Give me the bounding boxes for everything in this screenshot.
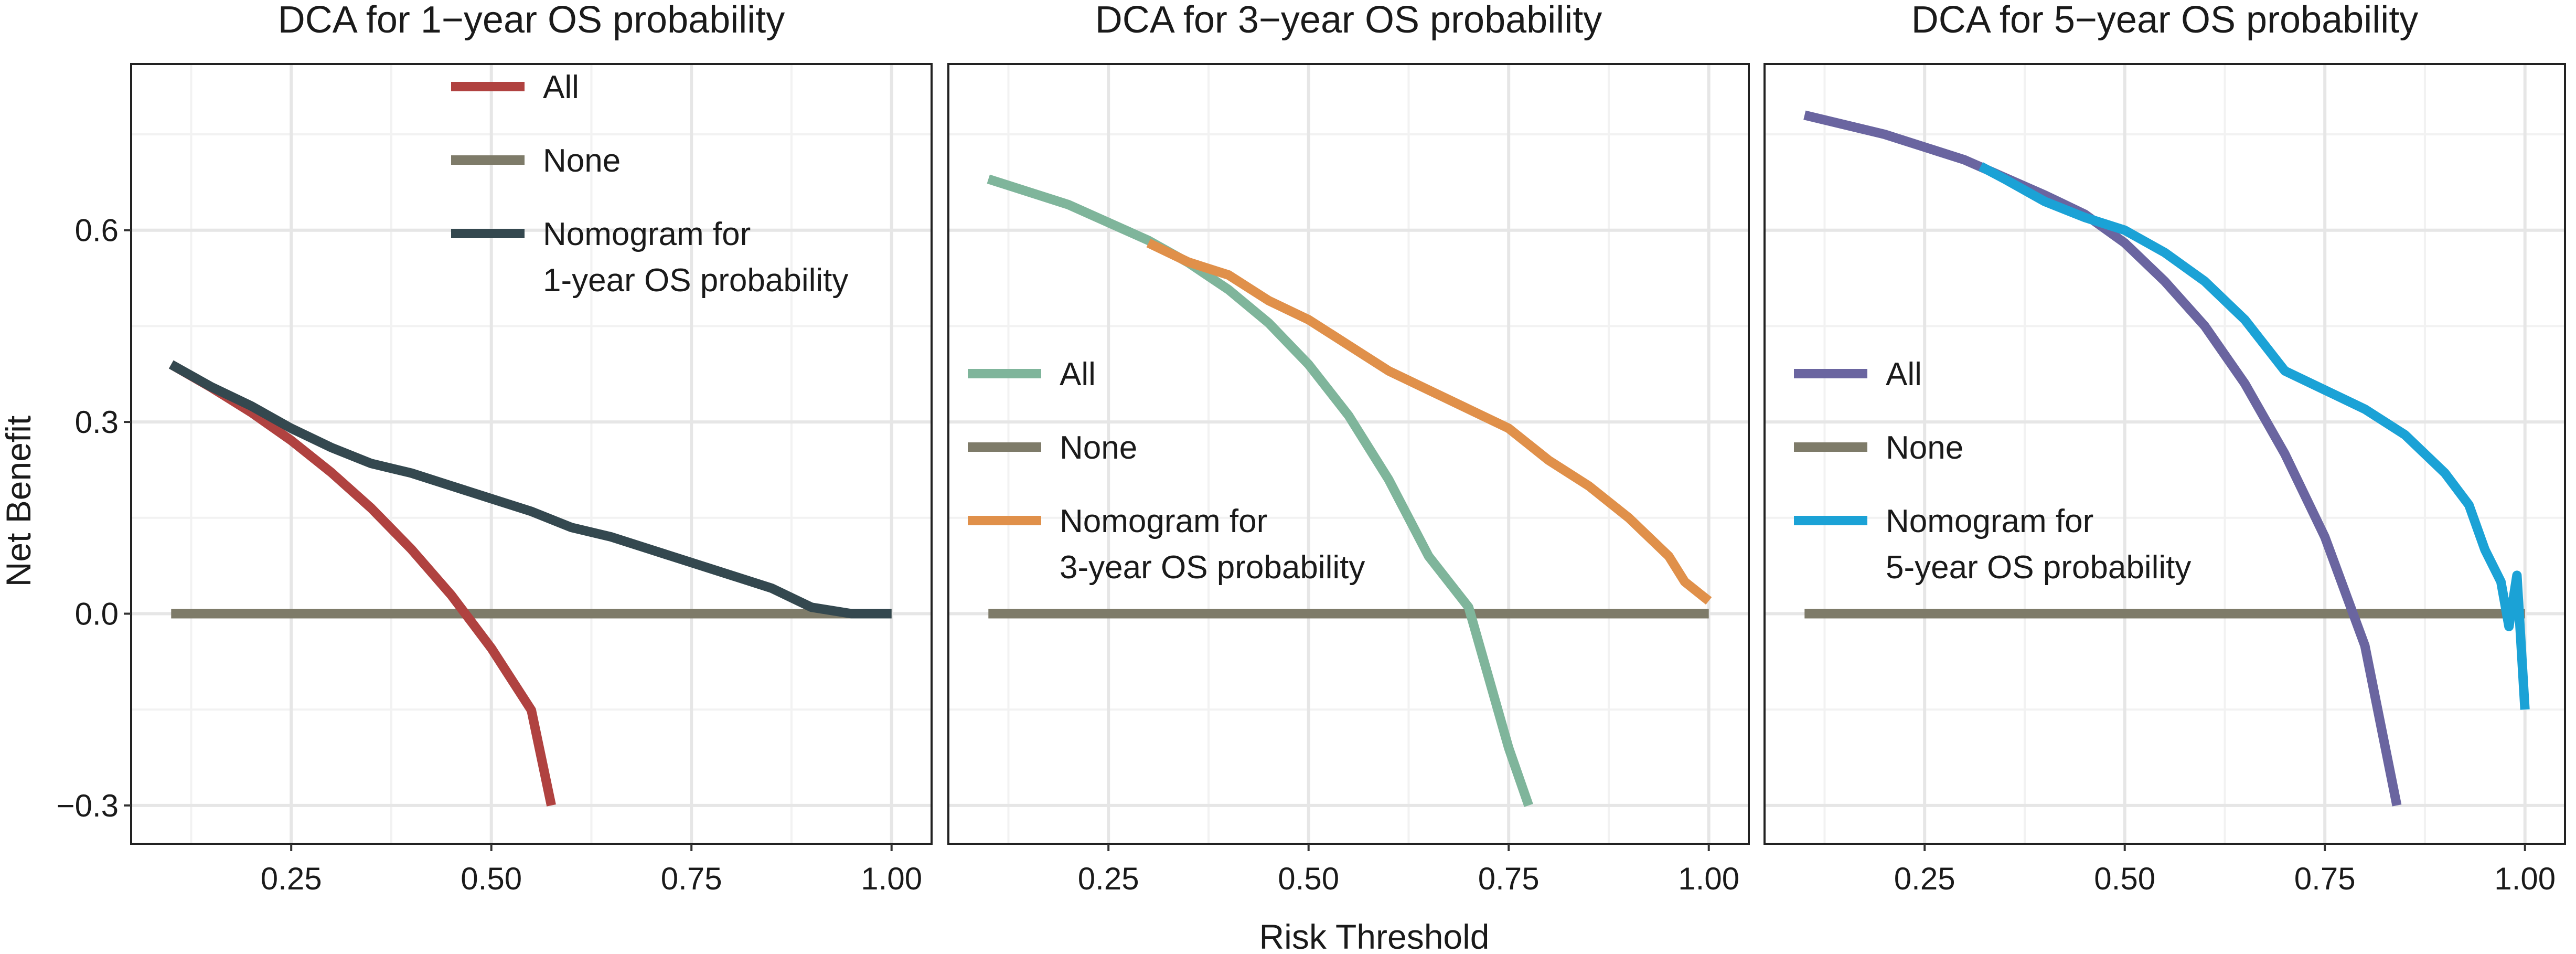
panel-1-legend-label-nomogram-for-1-year-os-probability-line-1: Nomogram for (543, 216, 751, 252)
panel-1-x-tick-label-4: 1.00 (861, 861, 922, 896)
panel-2-legend-label-none: None (1060, 430, 1137, 466)
panel-2-legend: All None Nomogram for 3-year OS probability (968, 356, 1365, 586)
panel-1-y-tick-label-3: 0.3 (75, 405, 119, 440)
panel-1-legend-label-nomogram-for-1-year-os-probability-line-2: 1-year OS probability (543, 262, 848, 299)
panel-3-x-tick-label-4: 1.00 (2494, 861, 2556, 896)
panel-1-legend: All None Nomogram for 1-year OS probability (451, 69, 848, 299)
panel-2-x-tick-label-3: 0.75 (1478, 861, 1540, 896)
panel-2-x-tick-label-2: 0.50 (1278, 861, 1339, 896)
panel-3-legend-label-none: None (1886, 430, 1963, 466)
panel-2-grid (948, 64, 1749, 844)
panel-2-title: DCA for 3−year OS probability (1095, 0, 1602, 41)
panel-1-x-tick-label-1: 0.25 (261, 861, 322, 896)
panel-3-grid (1765, 64, 2565, 844)
panel-3-x-tick-label-2: 0.50 (2094, 861, 2155, 896)
panel-1-legend-label-none: None (543, 143, 621, 179)
panel-1-legend-label-all: All (543, 69, 579, 105)
x-axis-title: Risk Threshold (1259, 917, 1490, 954)
panel-3-legend-label-all: All (1886, 356, 1922, 393)
panel-1-x-tick-label-3: 0.75 (661, 861, 722, 896)
panel-3-x-tick-label-1: 0.25 (1894, 861, 1955, 896)
panel-2-x-tick-label-4: 1.00 (1678, 861, 1739, 896)
panel-1-line-all (168, 360, 556, 807)
panel-3-line-nomogram-for-5-year-os-probability (1978, 162, 2530, 710)
panel-3-legend-label-nomogram-for-5-year-os-probability-line-1: Nomogram for (1886, 503, 2093, 539)
panel-2-legend-label-all: All (1060, 356, 1096, 393)
panel-3-x-tick-label-3: 0.75 (2294, 861, 2356, 896)
panel-2-line-all (987, 174, 1533, 807)
panel-1-title: DCA for 1−year OS probability (278, 0, 785, 41)
panel-1-x-tick-label-2: 0.50 (461, 861, 522, 896)
panel-2-line-nomogram-for-3-year-os-probability (1146, 238, 1712, 605)
panel-2-legend-label-nomogram-for-3-year-os-probability-line-1: Nomogram for (1060, 503, 1267, 539)
panel-1-y-tick-label-2: 0.0 (75, 597, 119, 632)
panel-1-frame (130, 63, 933, 845)
panel-3-legend: All None Nomogram for 5-year OS probability (1794, 356, 2191, 586)
panel-3: DCA for 5−year OS probability 0.25 0.50 0.7… (1763, 0, 2566, 896)
panel-2-frame (947, 63, 1750, 845)
panel-1-y-tick-label-4: 0.6 (75, 213, 119, 248)
panel-1-line-nomogram-for-1-year-os-probability (168, 360, 892, 619)
y-axis-title: Net Benefit (0, 416, 38, 587)
panel-3-legend-label-nomogram-for-5-year-os-probability-line-2: 5-year OS probability (1886, 549, 2191, 586)
panel-1-y-tick-label-1: −0.3 (57, 788, 119, 823)
panel-2-legend-label-nomogram-for-3-year-os-probability-line-2: 3-year OS probability (1060, 549, 1365, 586)
panel-2-x-tick-label-1: 0.25 (1078, 861, 1139, 896)
panel-2: DCA for 3−year OS probability 0.25 0.50 0.7… (947, 0, 1750, 896)
panel-3-title: DCA for 5−year OS probability (1911, 0, 2418, 41)
panel-1: DCA for 1−year OS probability 0.25 0.50 0.7… (57, 0, 933, 896)
panel-3-line-all (1803, 110, 2402, 807)
panel-3-frame (1763, 63, 2566, 845)
